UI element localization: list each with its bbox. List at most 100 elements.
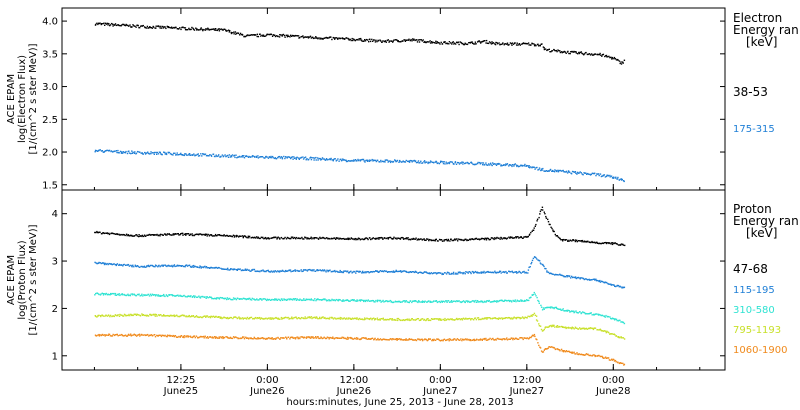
data-point <box>467 301 469 303</box>
data-point <box>124 234 126 237</box>
data-point <box>594 355 596 358</box>
data-point <box>249 297 251 300</box>
data-point <box>283 317 285 319</box>
data-point <box>355 318 358 320</box>
data-point <box>255 34 257 36</box>
data-point <box>587 353 589 355</box>
data-point <box>451 161 454 163</box>
data-point <box>574 239 577 241</box>
data-point <box>99 231 101 233</box>
data-point <box>450 273 452 275</box>
data-point <box>486 300 489 302</box>
data-point <box>466 300 468 302</box>
data-point <box>313 238 315 240</box>
data-point <box>188 264 191 266</box>
data-point <box>327 269 330 272</box>
data-point <box>239 337 241 340</box>
data-point <box>504 338 506 341</box>
data-point <box>558 169 560 172</box>
data-point <box>353 39 356 41</box>
data-point <box>611 58 613 60</box>
data-point <box>413 38 415 40</box>
data-point <box>99 149 101 151</box>
data-point <box>402 300 404 302</box>
data-point <box>420 272 422 274</box>
data-point <box>583 278 586 281</box>
data-point <box>594 313 596 316</box>
data-point <box>289 299 291 301</box>
data-point <box>211 267 214 269</box>
data-point <box>259 156 262 158</box>
data-point <box>380 236 382 239</box>
data-point <box>362 158 365 161</box>
data-point <box>461 272 463 274</box>
data-point <box>121 334 124 337</box>
data-point <box>286 236 289 239</box>
data-point <box>461 339 463 342</box>
data-point <box>348 300 350 302</box>
data-point <box>399 339 402 341</box>
data-point <box>122 315 125 317</box>
data-point <box>120 264 123 266</box>
data-point <box>384 161 386 163</box>
data-point <box>158 334 160 337</box>
data-point <box>492 42 495 44</box>
data-point <box>133 266 135 268</box>
data-point <box>107 263 109 266</box>
data-point <box>228 337 230 339</box>
data-point <box>408 271 411 273</box>
data-point <box>302 270 304 272</box>
data-point <box>600 314 602 317</box>
data-point <box>220 267 222 270</box>
data-point <box>465 317 467 319</box>
data-point <box>420 160 422 162</box>
data-point <box>175 265 178 267</box>
data-point <box>615 335 618 337</box>
data-point <box>401 161 403 163</box>
data-point <box>579 240 582 242</box>
data-point <box>317 318 319 320</box>
data-point <box>201 336 204 338</box>
data-point <box>490 317 492 320</box>
data-point <box>487 238 490 240</box>
data-point <box>217 337 219 339</box>
data-point <box>445 239 447 241</box>
data-point <box>482 272 485 274</box>
data-point <box>574 311 576 313</box>
data-point <box>522 237 524 239</box>
data-point <box>121 314 123 316</box>
data-point <box>284 270 286 273</box>
x-tick-date: June27 <box>509 386 545 397</box>
data-point <box>561 170 563 172</box>
data-point <box>539 260 541 262</box>
data-point <box>442 162 445 165</box>
data-point <box>341 37 344 39</box>
data-point <box>184 153 186 155</box>
data-point <box>577 312 579 314</box>
data-point <box>343 337 345 340</box>
data-point <box>351 317 354 319</box>
data-point <box>354 159 357 161</box>
data-point <box>163 314 165 316</box>
data-point <box>458 272 460 274</box>
data-point <box>538 323 540 325</box>
data-point <box>459 339 461 341</box>
data-point <box>270 155 272 158</box>
data-point <box>486 164 489 166</box>
data-point <box>598 280 600 283</box>
data-point <box>94 261 96 264</box>
data-point <box>585 278 588 280</box>
data-point <box>555 235 557 237</box>
data-point <box>536 258 538 260</box>
data-point <box>545 217 548 219</box>
data-point <box>264 237 266 239</box>
data-point <box>476 317 479 319</box>
data-point <box>198 336 200 339</box>
data-point <box>245 336 247 338</box>
data-point <box>273 299 276 301</box>
data-point <box>277 236 279 238</box>
data-point <box>218 30 221 32</box>
data-point <box>495 339 497 341</box>
data-point <box>612 242 614 244</box>
data-point <box>114 263 116 266</box>
